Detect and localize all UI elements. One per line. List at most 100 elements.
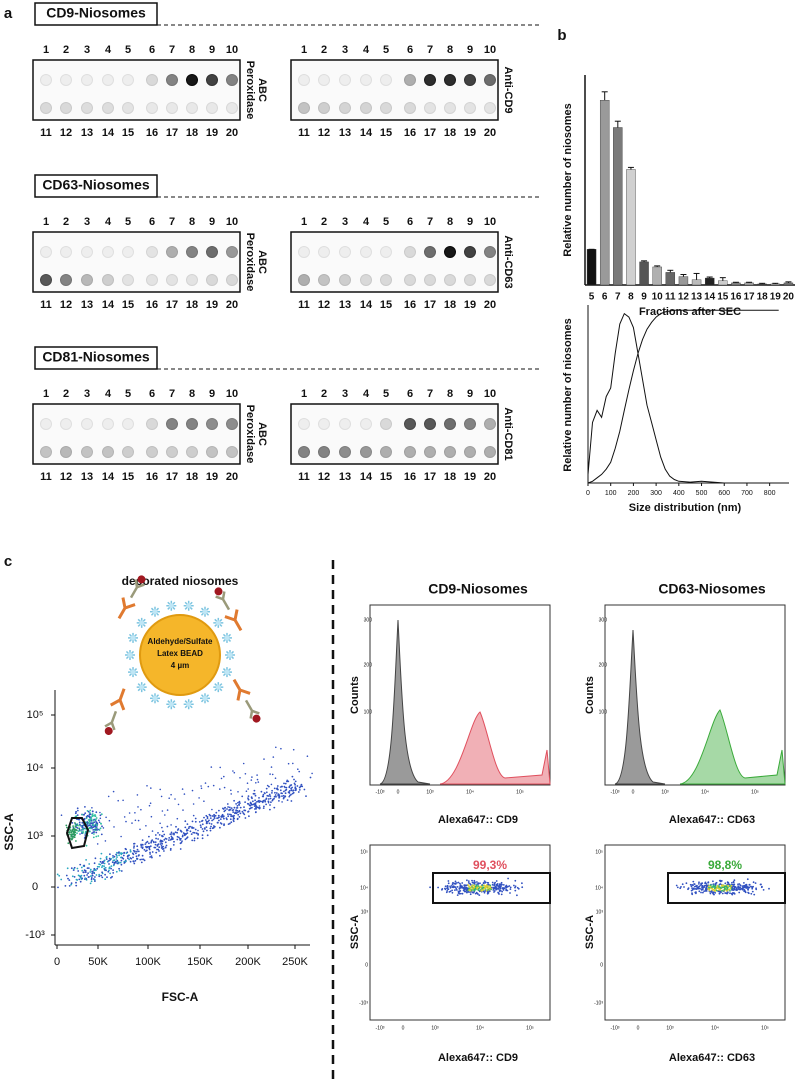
histogram-stained [679, 709, 786, 785]
event-dot [751, 890, 754, 893]
event-dot [237, 813, 240, 816]
lane-number: 1 [43, 44, 49, 56]
event-dot [151, 856, 153, 859]
event-dot [191, 826, 194, 829]
event-dot [256, 774, 258, 776]
panel-title: CD63-Niosomes [658, 581, 766, 597]
niosome-icon [221, 667, 232, 678]
event-dot [65, 874, 68, 877]
event-dot [711, 887, 714, 890]
event-dot [218, 809, 220, 812]
event-dot [220, 777, 223, 780]
line-series [587, 309, 779, 484]
lane-number: 16 [146, 299, 158, 311]
event-dot [108, 859, 110, 862]
blot-spot [226, 274, 238, 286]
event-dot [228, 806, 231, 809]
event-dot [67, 842, 70, 845]
x-tick-label: 400 [673, 490, 685, 497]
event-dot [68, 879, 71, 881]
event-dot [227, 806, 230, 808]
event-dot [227, 823, 230, 825]
x-tick-label: 100K [135, 956, 161, 968]
blot-spot [102, 418, 114, 430]
lane-number: 12 [318, 127, 330, 139]
event-dot [244, 801, 247, 803]
event-dot [255, 806, 257, 809]
blot-spot [146, 74, 158, 86]
blot-spot [146, 418, 158, 430]
event-dot [235, 807, 238, 809]
event-dot [75, 881, 77, 884]
event-dot [446, 885, 449, 887]
event-dot [275, 792, 278, 794]
event-dot [760, 883, 762, 886]
event-dot [309, 776, 312, 779]
event-dot [159, 788, 161, 791]
event-dot [733, 879, 736, 882]
blot-spot [81, 274, 93, 286]
blot-spot [464, 446, 476, 458]
niosome-core [139, 620, 145, 626]
blot-spot [444, 102, 456, 114]
event-dot [166, 809, 169, 811]
event-dot [71, 829, 74, 831]
event-dot [250, 779, 253, 781]
event-dot [744, 891, 747, 894]
bar [704, 277, 715, 286]
niosome-icon [221, 632, 232, 643]
event-dot [471, 887, 474, 890]
event-dot [158, 850, 160, 852]
blot-spot [360, 246, 372, 258]
blot-spot [226, 446, 238, 458]
event-dot [159, 843, 162, 845]
event-dot [77, 830, 80, 832]
event-dot [429, 886, 431, 889]
event-dot [79, 823, 81, 826]
event-dot [283, 782, 285, 785]
event-dot [698, 890, 701, 893]
bar [599, 99, 610, 286]
event-dot [211, 815, 214, 817]
x-tick-label: -10³ [376, 1025, 385, 1031]
event-dot [169, 847, 172, 850]
gate-percent: 98,8% [708, 858, 742, 872]
x-tick-label: 13 [691, 292, 703, 303]
event-dot [200, 785, 202, 787]
antibody [117, 597, 136, 620]
x-tick-label: -10³ [611, 1025, 620, 1031]
event-dot [202, 830, 205, 833]
event-dot [718, 892, 721, 895]
event-dot [723, 886, 726, 889]
lane-number: 20 [226, 471, 238, 483]
event-dot [285, 786, 288, 789]
event-dot [143, 848, 146, 851]
x-tick-label: 0 [54, 956, 60, 968]
blot-spot [404, 246, 416, 258]
event-dot [104, 866, 107, 869]
event-dot [451, 889, 453, 892]
lane-number: 5 [383, 388, 389, 400]
blot-spot [146, 446, 158, 458]
event-dot [282, 794, 285, 797]
event-dot [89, 882, 92, 885]
x-tick-label: 250K [282, 956, 308, 968]
blot-spot [40, 274, 52, 286]
blot-spot [186, 446, 198, 458]
section-header-box [34, 2, 158, 26]
lane-number: 20 [226, 127, 238, 139]
event-dot [292, 762, 294, 765]
section-title: CD81-Niosomes [42, 349, 150, 365]
event-dot [157, 838, 160, 840]
blot-spot [404, 418, 416, 430]
event-dot [96, 824, 98, 826]
section-title: CD9-Niosomes [46, 5, 146, 21]
event-dot [276, 787, 279, 789]
event-dot [238, 800, 241, 803]
event-dot [467, 880, 470, 882]
x-axis-label: Alexa647:: CD63 [669, 1052, 755, 1064]
event-dot [153, 846, 156, 849]
event-dot [258, 797, 260, 799]
event-dot [457, 881, 460, 884]
event-dot [474, 885, 477, 888]
